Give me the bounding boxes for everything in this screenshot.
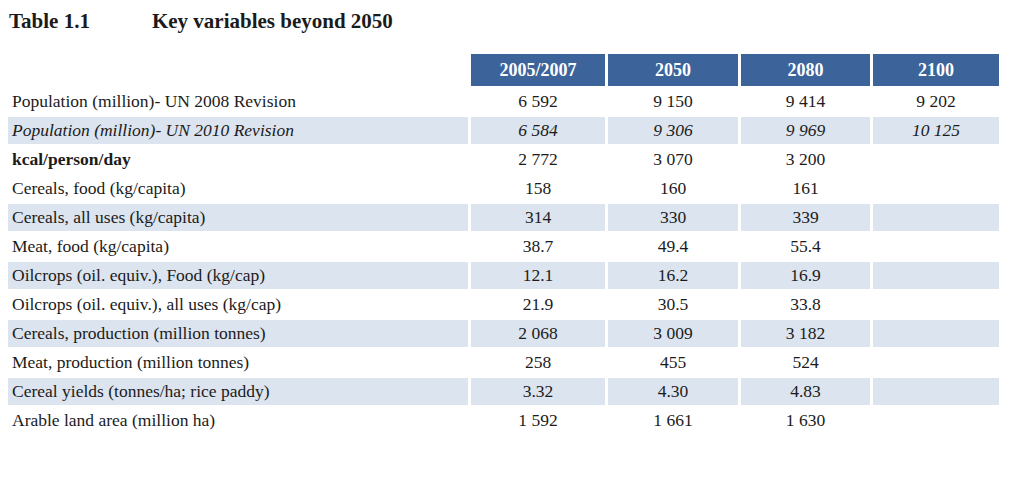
table-body: Population (million)- UN 2008 Revision 6… [8,88,999,434]
cell-value: 1 592 [471,407,605,434]
table-row: Oilcrops (oil. equiv.), all uses (kg/cap… [8,291,999,318]
cell-value: 9 969 [741,117,870,144]
cell-value: 3 070 [608,146,738,173]
table-row: Cereal yields (tonnes/ha; rice paddy) 3.… [8,378,999,405]
cell-value: 330 [608,204,738,231]
row-label: Cereals, production (million tonnes) [8,320,468,347]
cell-value: 258 [471,349,605,376]
cell-value: 12.1 [471,262,605,289]
cell-value: 160 [608,175,738,202]
cell-value: 4.83 [741,378,870,405]
cell-value: 30.5 [608,291,738,318]
cell-value [873,233,999,260]
cell-value [873,378,999,405]
cell-value [873,262,999,289]
cell-value: 6 584 [471,117,605,144]
row-label: Meat, production (million tonnes) [8,349,468,376]
cell-value: 33.8 [741,291,870,318]
row-label: Population (million)- UN 2010 Revision [8,117,468,144]
cell-value: 524 [741,349,870,376]
table-row: Cereals, all uses (kg/capita) 314 330 33… [8,204,999,231]
header-corner-blank [8,54,468,86]
row-label: Cereals, all uses (kg/capita) [8,204,468,231]
column-header-2050: 2050 [608,54,738,86]
cell-value: 1 630 [741,407,870,434]
table-row: Cereals, food (kg/capita) 158 160 161 [8,175,999,202]
cell-value: 161 [741,175,870,202]
cell-value: 339 [741,204,870,231]
cell-value [873,320,999,347]
cell-value [873,349,999,376]
cell-value: 455 [608,349,738,376]
cell-value: 1 661 [608,407,738,434]
cell-value: 3 009 [608,320,738,347]
row-label: kcal/person/day [8,146,468,173]
cell-value: 49.4 [608,233,738,260]
key-variables-table: 2005/2007 2050 2080 2100 Population (mil… [5,52,1002,436]
table-header: 2005/2007 2050 2080 2100 [8,54,999,86]
table-row: kcal/person/day 2 772 3 070 3 200 [8,146,999,173]
column-header-2005-2007: 2005/2007 [471,54,605,86]
cell-value: 3.32 [471,378,605,405]
cell-value: 38.7 [471,233,605,260]
row-label: Arable land area (million ha) [8,407,468,434]
cell-value: 6 592 [471,88,605,115]
cell-value [873,291,999,318]
row-label: Cereal yields (tonnes/ha; rice paddy) [8,378,468,405]
cell-value: 3 200 [741,146,870,173]
table-row: Meat, food (kg/capita) 38.7 49.4 55.4 [8,233,999,260]
cell-value: 9 202 [873,88,999,115]
table-row: Population (million)- UN 2010 Revision 6… [8,117,999,144]
row-label: Cereals, food (kg/capita) [8,175,468,202]
cell-value [873,175,999,202]
document-page: Table 1.1 Key variables beyond 2050 2005… [0,0,1024,480]
cell-value: 314 [471,204,605,231]
row-label: Oilcrops (oil. equiv.), all uses (kg/cap… [8,291,468,318]
table-row: Population (million)- UN 2008 Revision 6… [8,88,999,115]
cell-value: 9 414 [741,88,870,115]
cell-value: 9 150 [608,88,738,115]
table-row: Cereals, production (million tonnes) 2 0… [8,320,999,347]
cell-value: 4.30 [608,378,738,405]
cell-value: 10 125 [873,117,999,144]
cell-value: 2 772 [471,146,605,173]
cell-value [873,204,999,231]
cell-value: 21.9 [471,291,605,318]
cell-value: 158 [471,175,605,202]
column-header-2100: 2100 [873,54,999,86]
cell-value: 16.9 [741,262,870,289]
table-row: Meat, production (million tonnes) 258 45… [8,349,999,376]
row-label: Oilcrops (oil. equiv.), Food (kg/cap) [8,262,468,289]
cell-value [873,407,999,434]
header-row: 2005/2007 2050 2080 2100 [8,54,999,86]
cell-value: 2 068 [471,320,605,347]
cell-value: 3 182 [741,320,870,347]
row-label: Meat, food (kg/capita) [8,233,468,260]
cell-value [873,146,999,173]
page-title: Key variables beyond 2050 [152,8,393,34]
column-header-2080: 2080 [741,54,870,86]
row-label: Population (million)- UN 2008 Revision [8,88,468,115]
cell-value: 9 306 [608,117,738,144]
table-row: Oilcrops (oil. equiv.), Food (kg/cap) 12… [8,262,999,289]
table-row: Arable land area (million ha) 1 592 1 66… [8,407,999,434]
cell-value: 55.4 [741,233,870,260]
table-title: Table 1.1 Key variables beyond 2050 [0,0,1024,34]
table-number: Table 1.1 [9,8,90,34]
cell-value: 16.2 [608,262,738,289]
